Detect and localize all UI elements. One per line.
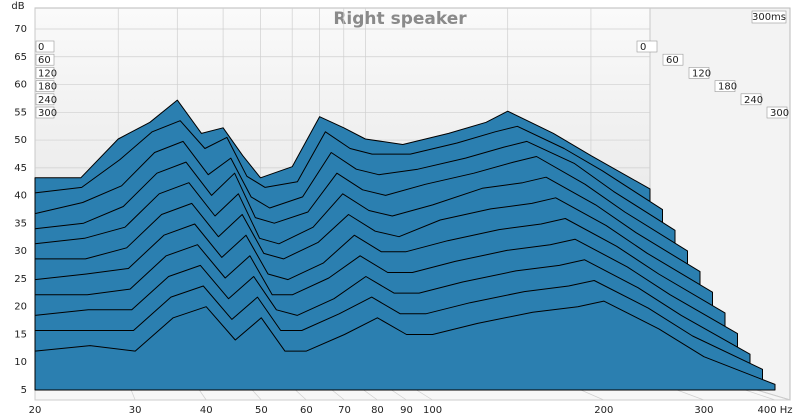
time-tick-box (35, 80, 55, 92)
chart-title: Right speaker (333, 9, 467, 29)
y-tick-label: 40 (14, 191, 27, 202)
time-tick-label: 180 (38, 82, 57, 93)
x-tick-label: 200 (594, 405, 613, 416)
x-tick-label: 40 (200, 405, 213, 416)
y-tick-label: 50 (14, 135, 27, 146)
x-tick-label: 300 (694, 405, 713, 416)
time-tick-box (636, 40, 658, 53)
time-tick-label: 120 (692, 68, 711, 79)
time-tick-label: 60 (38, 55, 51, 66)
y-tick-label: 5 (21, 385, 27, 396)
time-tick-label: 300 (770, 108, 789, 119)
y-tick-label: 10 (14, 357, 27, 368)
x-tick-label: 20 (29, 405, 42, 416)
y-tick-label: 70 (14, 24, 27, 35)
time-tick-box (35, 106, 55, 119)
time-tick-box (35, 67, 55, 79)
time-tick-box (662, 53, 684, 66)
time-tick-box (766, 106, 788, 119)
x-tick-label: 80 (371, 405, 384, 416)
time-tick-box (688, 67, 710, 79)
x-tick-label: 60 (300, 405, 313, 416)
y-tick-label: 15 (14, 329, 27, 340)
y-tick-label: 30 (14, 246, 27, 257)
x-tick-label: 400 Hz (757, 405, 792, 416)
time-label: 300ms (752, 12, 786, 23)
y-tick-label: 55 (14, 107, 27, 118)
y-tick-label: 45 (14, 163, 27, 174)
x-tick-label: 30 (129, 405, 142, 416)
time-tick-box (714, 80, 736, 92)
time-tick-label: 0 (38, 42, 44, 53)
x-tick-label: 50 (255, 405, 268, 416)
time-tick-label: 240 (38, 95, 57, 106)
y-tick-label: 25 (14, 274, 27, 285)
time-tick-box (35, 40, 55, 53)
y-tick-label: 60 (14, 80, 27, 91)
time-tick-label: 180 (718, 82, 737, 93)
time-tick-label: 300 (38, 108, 57, 119)
y-tick-label: 20 (14, 302, 27, 313)
y-axis-label: dB (11, 1, 24, 12)
waterfall-slice (34, 300, 776, 391)
time-label-box (751, 10, 787, 24)
time-tick-label: 0 (640, 42, 646, 53)
y-tick-label: 65 (14, 52, 27, 63)
y-tick-label: 35 (14, 218, 27, 229)
time-tick-box (740, 93, 762, 106)
x-tick-label: 100 (423, 405, 442, 416)
time-tick-label: 240 (744, 95, 763, 106)
x-tick-label: 70 (338, 405, 351, 416)
time-tick-box (35, 53, 55, 66)
time-tick-label: 60 (666, 55, 679, 66)
time-tick-label: 120 (38, 68, 57, 79)
x-tick-label: 90 (400, 405, 413, 416)
time-tick-box (35, 93, 55, 106)
